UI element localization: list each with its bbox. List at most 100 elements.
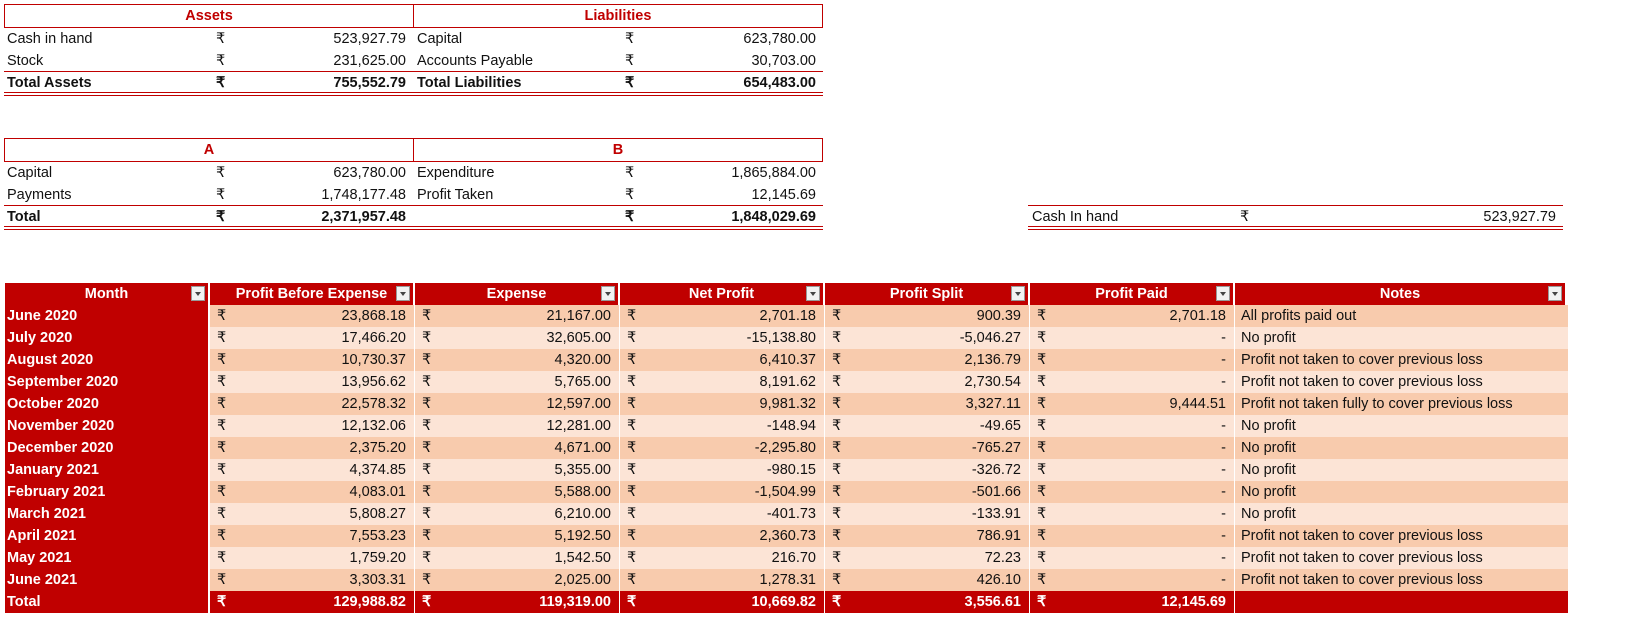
- notes-cell[interactable]: No profit: [1234, 437, 1568, 459]
- paid-cell[interactable]: ₹ -: [1029, 459, 1234, 481]
- net-cell[interactable]: ₹1,278.31: [619, 569, 824, 591]
- month-cell[interactable]: August 2020: [5, 349, 208, 371]
- notes-cell[interactable]: No profit: [1234, 459, 1568, 481]
- notes-cell[interactable]: No profit: [1234, 481, 1568, 503]
- paid-cell[interactable]: ₹ -: [1029, 415, 1234, 437]
- pbe-cell[interactable]: ₹17,466.20: [209, 327, 414, 349]
- paid-cell[interactable]: ₹2,701.18: [1029, 305, 1234, 327]
- month-cell[interactable]: December 2020: [5, 437, 208, 459]
- paid-cell[interactable]: ₹12,145.69: [1029, 591, 1234, 613]
- month-cell[interactable]: January 2021: [5, 459, 208, 481]
- pbe-cell[interactable]: ₹12,132.06: [209, 415, 414, 437]
- net-cell[interactable]: ₹216.70: [619, 547, 824, 569]
- pbe-cell[interactable]: ₹22,578.32: [209, 393, 414, 415]
- split-cell[interactable]: ₹3,327.11: [824, 393, 1029, 415]
- net-cell[interactable]: ₹ -980.15: [619, 459, 824, 481]
- split-cell[interactable]: ₹ -5,046.27: [824, 327, 1029, 349]
- column-header-net-profit[interactable]: Net Profit: [619, 283, 823, 305]
- month-cell[interactable]: October 2020: [5, 393, 208, 415]
- net-cell[interactable]: ₹ -401.73: [619, 503, 824, 525]
- paid-cell[interactable]: ₹9,444.51: [1029, 393, 1234, 415]
- pbe-cell[interactable]: ₹3,303.31: [209, 569, 414, 591]
- pbe-cell[interactable]: ₹13,956.62: [209, 371, 414, 393]
- notes-cell[interactable]: No profit: [1234, 415, 1568, 437]
- month-cell[interactable]: July 2020: [5, 327, 208, 349]
- expense-cell[interactable]: ₹21,167.00: [414, 305, 619, 327]
- expense-cell[interactable]: ₹119,319.00: [414, 591, 619, 613]
- notes-cell[interactable]: Profit not taken to cover previous loss: [1234, 547, 1568, 569]
- net-cell[interactable]: ₹ -148.94: [619, 415, 824, 437]
- month-cell[interactable]: May 2021: [5, 547, 208, 569]
- notes-cell[interactable]: Profit not taken to cover previous loss: [1234, 349, 1568, 371]
- pbe-cell[interactable]: ₹23,868.18: [209, 305, 414, 327]
- paid-cell[interactable]: ₹ -: [1029, 327, 1234, 349]
- expense-cell[interactable]: ₹4,671.00: [414, 437, 619, 459]
- column-header-profit-split[interactable]: Profit Split: [824, 283, 1028, 305]
- month-cell[interactable]: September 2020: [5, 371, 208, 393]
- split-cell[interactable]: ₹ -49.65: [824, 415, 1029, 437]
- expense-cell[interactable]: ₹5,588.00: [414, 481, 619, 503]
- column-header-profit-before-expense[interactable]: Profit Before Expense: [209, 283, 413, 305]
- split-cell[interactable]: ₹ -133.91: [824, 503, 1029, 525]
- pbe-cell[interactable]: ₹129,988.82: [209, 591, 414, 613]
- pbe-cell[interactable]: ₹4,374.85: [209, 459, 414, 481]
- column-header-profit-paid[interactable]: Profit Paid: [1029, 283, 1233, 305]
- column-header-month[interactable]: Month: [5, 283, 208, 305]
- expense-cell[interactable]: ₹6,210.00: [414, 503, 619, 525]
- split-cell[interactable]: ₹72.23: [824, 547, 1029, 569]
- month-cell[interactable]: March 2021: [5, 503, 208, 525]
- paid-cell[interactable]: ₹ -: [1029, 569, 1234, 591]
- notes-cell[interactable]: Profit not taken to cover previous loss: [1234, 371, 1568, 393]
- month-cell[interactable]: June 2021: [5, 569, 208, 591]
- net-cell[interactable]: ₹2,360.73: [619, 525, 824, 547]
- paid-cell[interactable]: ₹ -: [1029, 547, 1234, 569]
- expense-cell[interactable]: ₹5,355.00: [414, 459, 619, 481]
- split-cell[interactable]: ₹ -765.27: [824, 437, 1029, 459]
- net-cell[interactable]: ₹ -2,295.80: [619, 437, 824, 459]
- net-cell[interactable]: ₹2,701.18: [619, 305, 824, 327]
- month-cell[interactable]: February 2021: [5, 481, 208, 503]
- month-cell[interactable]: June 2020: [5, 305, 208, 327]
- month-cell[interactable]: April 2021: [5, 525, 208, 547]
- paid-cell[interactable]: ₹ -: [1029, 503, 1234, 525]
- notes-cell[interactable]: No profit: [1234, 327, 1568, 349]
- net-cell[interactable]: ₹9,981.32: [619, 393, 824, 415]
- expense-cell[interactable]: ₹2,025.00: [414, 569, 619, 591]
- split-cell[interactable]: ₹ -501.66: [824, 481, 1029, 503]
- paid-cell[interactable]: ₹ -: [1029, 437, 1234, 459]
- filter-dropdown-icon[interactable]: [601, 286, 615, 301]
- pbe-cell[interactable]: ₹4,083.01: [209, 481, 414, 503]
- expense-cell[interactable]: ₹12,281.00: [414, 415, 619, 437]
- filter-dropdown-icon[interactable]: [396, 286, 410, 301]
- split-cell[interactable]: ₹ -326.72: [824, 459, 1029, 481]
- net-cell[interactable]: ₹8,191.62: [619, 371, 824, 393]
- net-cell[interactable]: ₹ -15,138.80: [619, 327, 824, 349]
- notes-cell[interactable]: [1234, 591, 1568, 613]
- split-cell[interactable]: ₹3,556.61: [824, 591, 1029, 613]
- pbe-cell[interactable]: ₹10,730.37: [209, 349, 414, 371]
- split-cell[interactable]: ₹2,136.79: [824, 349, 1029, 371]
- filter-dropdown-icon[interactable]: [1011, 286, 1025, 301]
- expense-cell[interactable]: ₹32,605.00: [414, 327, 619, 349]
- month-cell[interactable]: November 2020: [5, 415, 208, 437]
- column-header-expense[interactable]: Expense: [414, 283, 618, 305]
- net-cell[interactable]: ₹6,410.37: [619, 349, 824, 371]
- split-cell[interactable]: ₹900.39: [824, 305, 1029, 327]
- expense-cell[interactable]: ₹4,320.00: [414, 349, 619, 371]
- net-cell[interactable]: ₹ -1,504.99: [619, 481, 824, 503]
- paid-cell[interactable]: ₹ -: [1029, 525, 1234, 547]
- paid-cell[interactable]: ₹ -: [1029, 481, 1234, 503]
- notes-cell[interactable]: No profit: [1234, 503, 1568, 525]
- paid-cell[interactable]: ₹ -: [1029, 349, 1234, 371]
- pbe-cell[interactable]: ₹2,375.20: [209, 437, 414, 459]
- notes-cell[interactable]: All profits paid out: [1234, 305, 1568, 327]
- expense-cell[interactable]: ₹12,597.00: [414, 393, 619, 415]
- filter-dropdown-icon[interactable]: [1548, 286, 1562, 301]
- filter-dropdown-icon[interactable]: [806, 286, 820, 301]
- pbe-cell[interactable]: ₹1,759.20: [209, 547, 414, 569]
- paid-cell[interactable]: ₹ -: [1029, 371, 1234, 393]
- notes-cell[interactable]: Profit not taken fully to cover previous…: [1234, 393, 1568, 415]
- month-cell[interactable]: Total: [5, 591, 208, 613]
- column-header-notes[interactable]: Notes: [1234, 283, 1565, 305]
- expense-cell[interactable]: ₹5,192.50: [414, 525, 619, 547]
